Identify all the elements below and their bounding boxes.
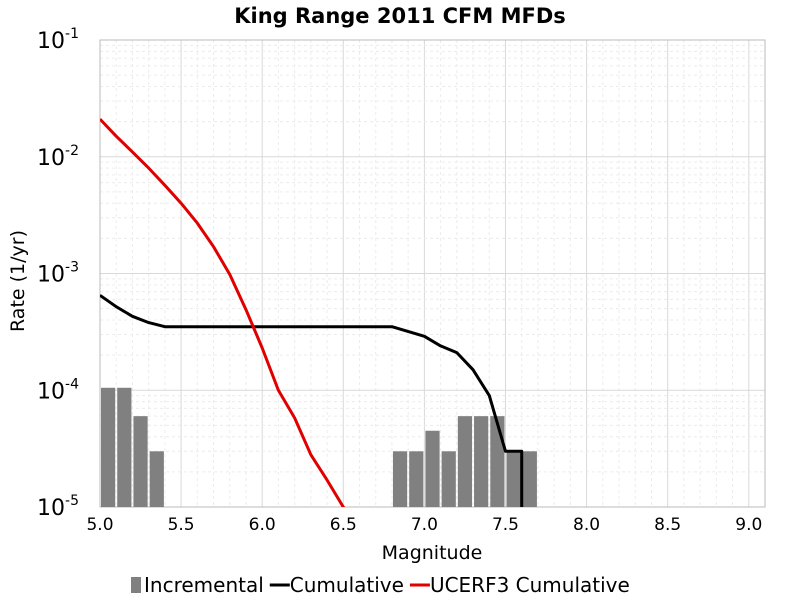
y-tick-label: 10-2: [37, 143, 79, 171]
incremental-bar: [101, 387, 116, 507]
x-axis-ticks: 5.0 5.5 6.0 6.5 7.0 7.5 8.0 8.5 9.0: [86, 515, 762, 535]
incremental-bar: [522, 451, 537, 507]
y-axis-label: Rate (1/yr): [7, 230, 29, 332]
incremental-bar: [490, 416, 505, 507]
legend-label: Cumulative: [290, 573, 404, 597]
incremental-bar: [474, 416, 489, 507]
chart-title: King Range 2011 CFM MFDs: [234, 4, 566, 28]
x-tick-label: 8.5: [654, 515, 681, 535]
incremental-bar: [117, 387, 132, 507]
legend-label: UCERF3 Cumulative: [430, 573, 630, 597]
series-lines: [100, 118, 524, 507]
incremental-bar: [392, 451, 408, 507]
incremental-bar: [457, 416, 473, 507]
x-tick-label: 8.0: [573, 515, 600, 535]
legend-swatch-incremental: [131, 577, 141, 593]
x-tick-label: 5.0: [86, 515, 113, 535]
incremental-bar: [441, 451, 456, 507]
incremental-bar: [409, 451, 424, 507]
x-tick-label: 7.5: [492, 515, 519, 535]
cumulative-line: [100, 294, 524, 507]
legend-label: Incremental: [144, 573, 264, 597]
incremental-bars: [101, 387, 537, 507]
x-tick-label: 7.0: [411, 515, 438, 535]
y-tick-label: 10-3: [37, 260, 79, 288]
x-tick-label: 5.5: [168, 515, 195, 535]
y-tick-label: 10-5: [37, 493, 79, 521]
ucerf3-cumulative-line: [100, 118, 346, 507]
y-tick-label: 10-1: [37, 26, 79, 54]
x-tick-label: 9.0: [735, 515, 762, 535]
y-tick-label: 10-4: [37, 376, 79, 404]
x-tick-label: 6.5: [330, 515, 357, 535]
x-tick-label: 6.0: [249, 515, 276, 535]
incremental-bar: [133, 416, 148, 507]
legend: Incremental Cumulative UCERF3 Cumulative: [131, 573, 630, 597]
x-axis-label: Magnitude: [382, 542, 483, 564]
incremental-bar: [425, 430, 440, 507]
y-axis-ticks: 10-5 10-4 10-3 10-2 10-1: [37, 26, 79, 521]
incremental-bar: [149, 451, 164, 507]
incremental-bar: [506, 451, 521, 507]
